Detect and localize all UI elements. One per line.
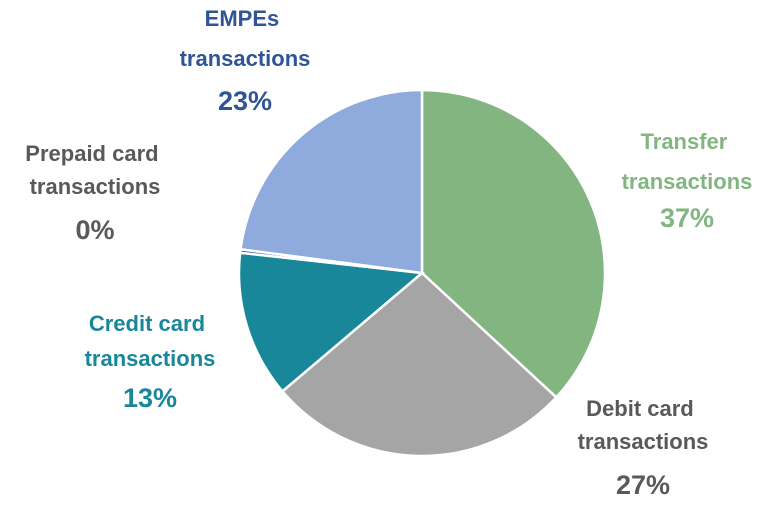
value-label: 37% [660,203,714,233]
pie-slice [237,251,426,394]
value-label: 27% [616,470,670,500]
pie-slice [239,88,424,275]
category-label: Debit card transactions [578,396,709,454]
value-label: 23% [218,86,272,116]
value-label: 0% [75,215,114,245]
category-label: Transfer transactions [622,129,753,194]
category-label: Prepaid card transactions [25,141,164,199]
pie-slice [420,88,607,400]
value-label: 13% [123,383,177,413]
pie-slice [280,271,559,458]
category-label: Credit card transactions [85,311,216,371]
category-label: EMPEs transactions [180,6,311,71]
